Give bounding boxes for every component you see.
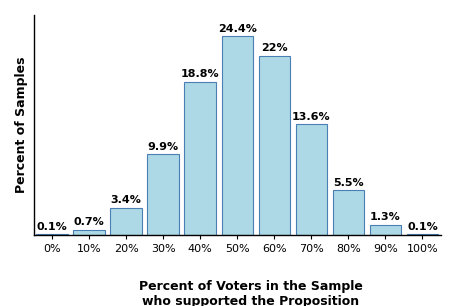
Bar (184, 82, 216, 235)
Bar (406, 234, 437, 235)
Bar (332, 190, 364, 235)
Bar (110, 207, 142, 235)
Bar (221, 36, 253, 235)
Text: 5.5%: 5.5% (332, 178, 363, 188)
Bar (258, 56, 289, 235)
Text: 24.4%: 24.4% (217, 24, 256, 34)
Bar (73, 230, 105, 235)
Bar (369, 225, 400, 235)
Text: 0.1%: 0.1% (406, 222, 437, 232)
Text: 0.7%: 0.7% (74, 217, 104, 227)
Text: 18.8%: 18.8% (181, 69, 219, 80)
Text: 22%: 22% (260, 43, 287, 53)
Y-axis label: Percent of Samples: Percent of Samples (15, 57, 28, 193)
Bar (295, 124, 326, 235)
Text: 3.4%: 3.4% (111, 195, 142, 205)
Bar (147, 155, 178, 235)
Text: 1.3%: 1.3% (369, 212, 400, 222)
Bar (36, 234, 68, 235)
Text: 13.6%: 13.6% (291, 112, 330, 122)
Text: Percent of Voters in the Sample
who supported the Proposition: Percent of Voters in the Sample who supp… (139, 280, 362, 306)
Text: 9.9%: 9.9% (147, 142, 178, 152)
Text: 0.1%: 0.1% (36, 222, 67, 232)
